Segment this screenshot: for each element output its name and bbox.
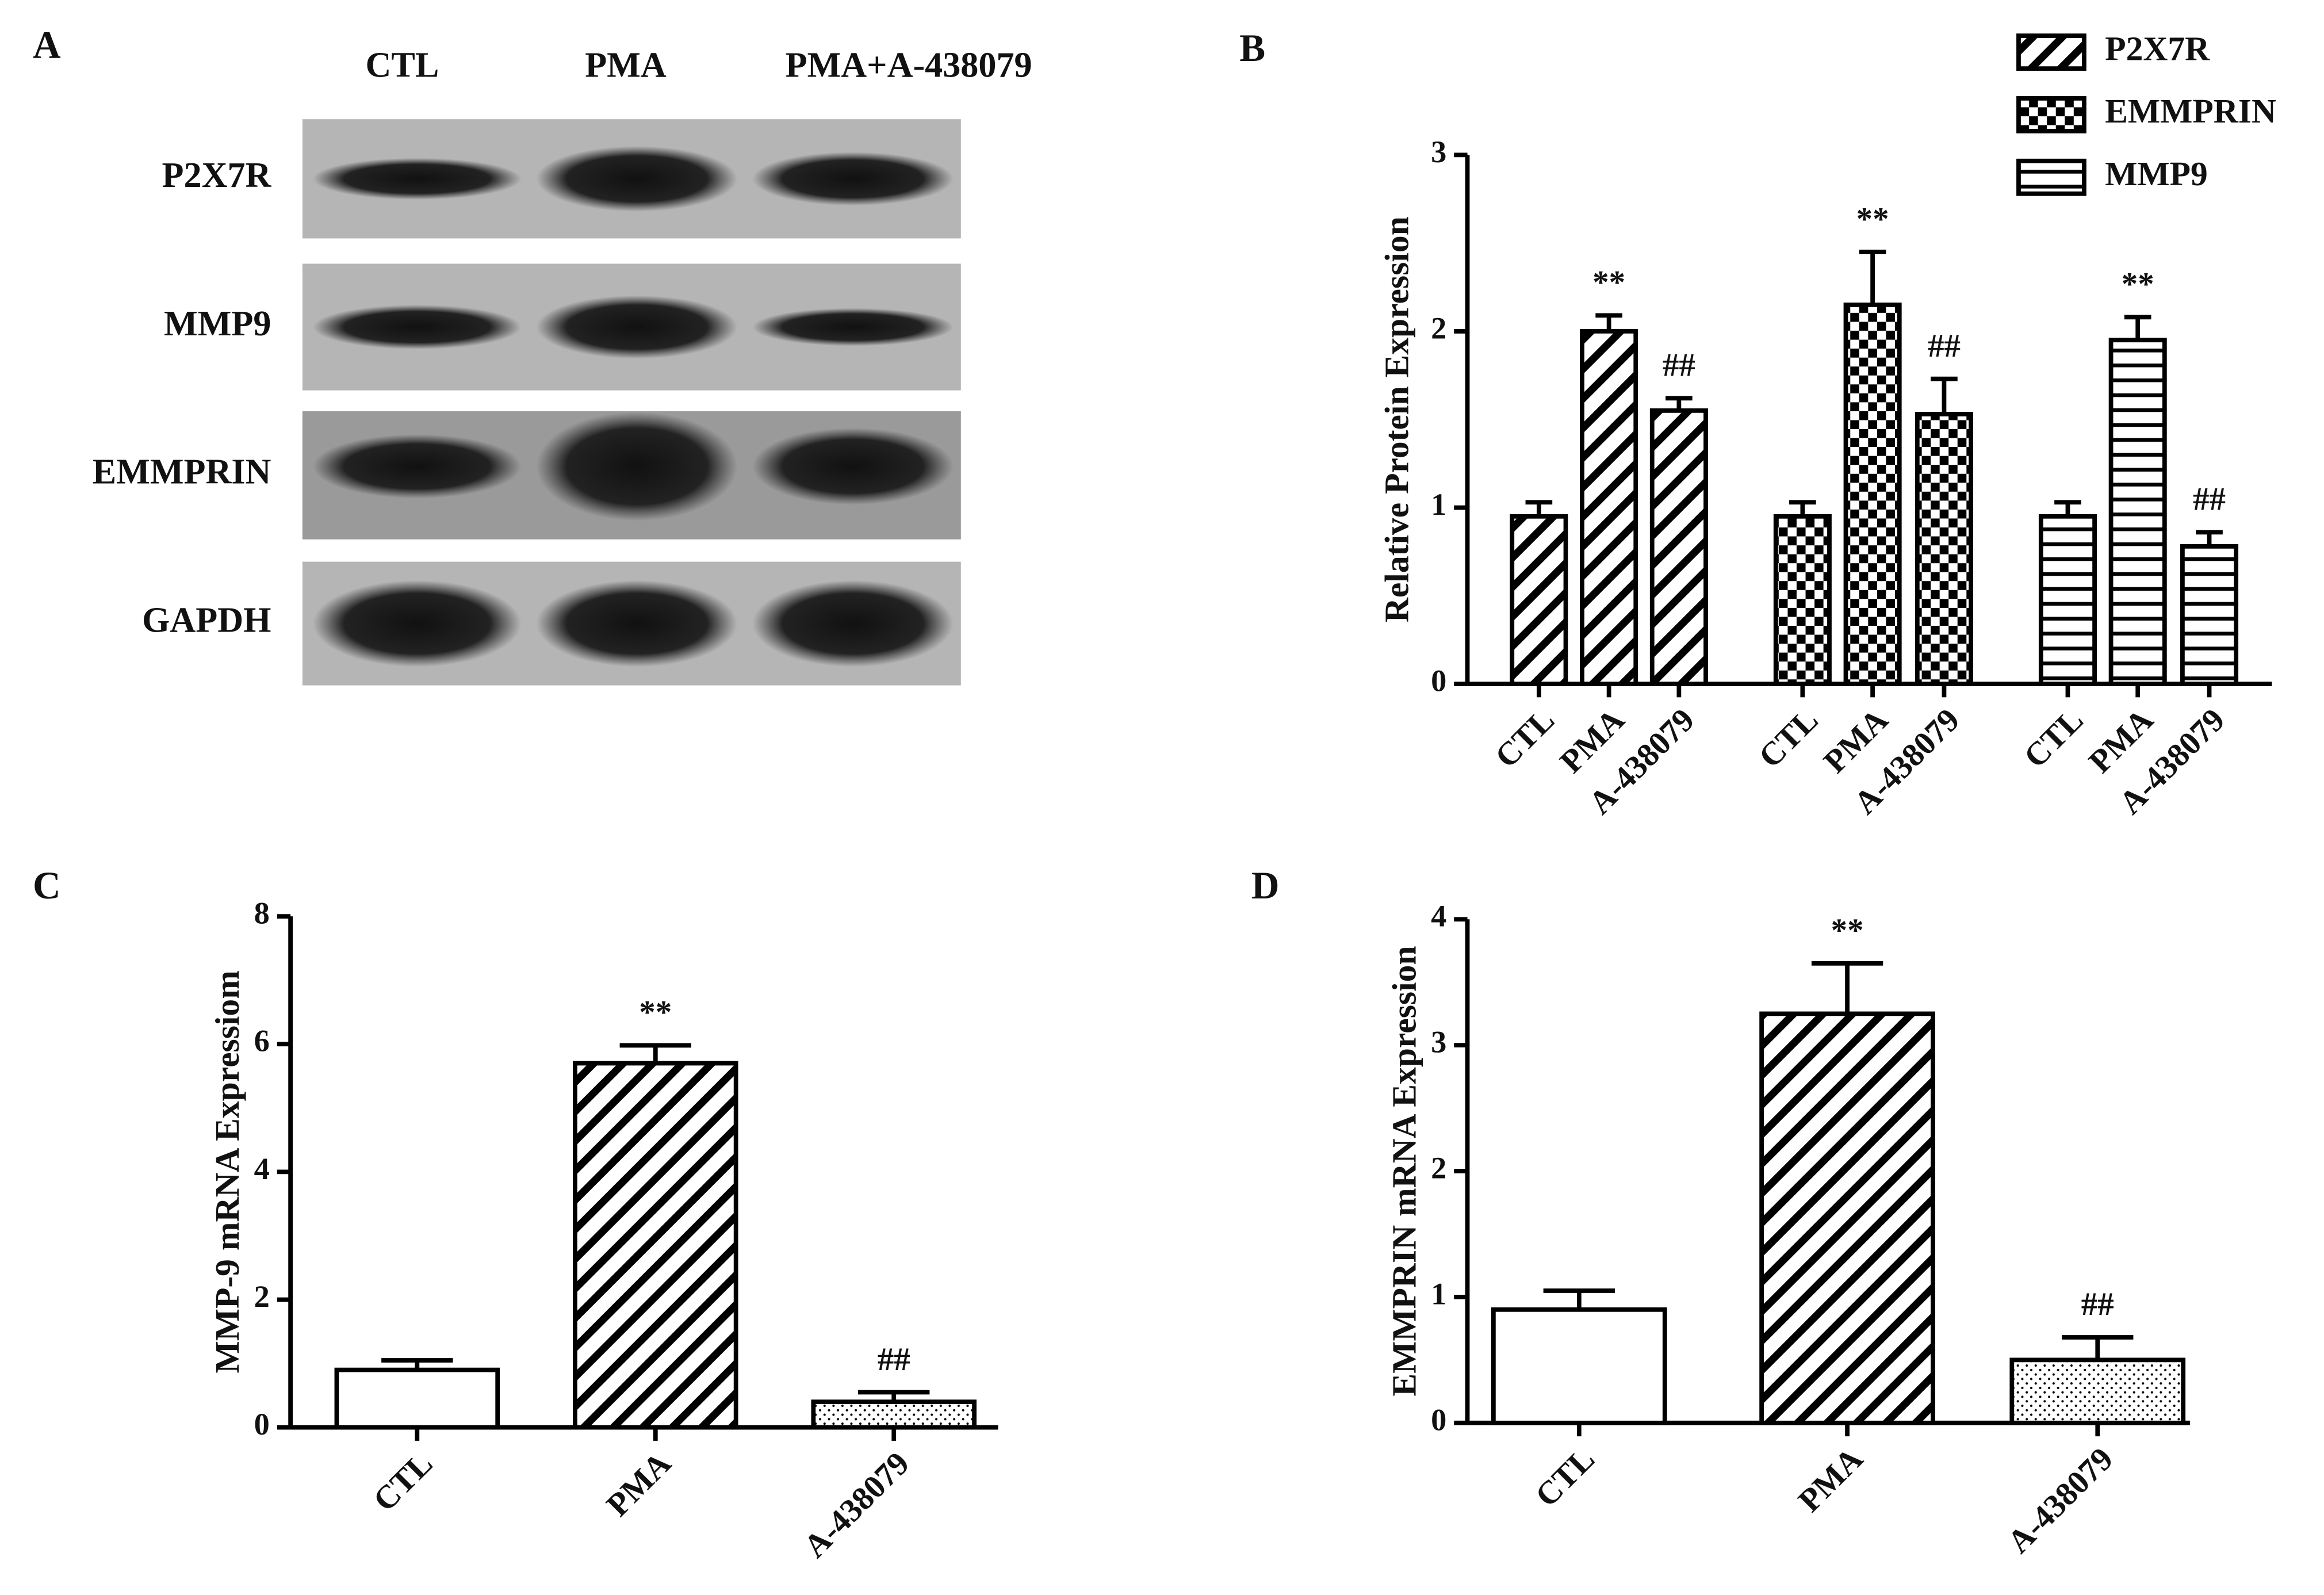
bar	[334, 1367, 500, 1430]
x-tick-label: CTL	[366, 1445, 439, 1518]
x-tick-label: CTL	[1752, 702, 1825, 775]
bar	[573, 1061, 738, 1430]
blot-band	[752, 427, 954, 505]
blot-row-label: EMMPRIN	[93, 453, 271, 492]
legend-swatch	[2016, 33, 2086, 71]
significance-marker: **	[2122, 266, 2154, 303]
y-tick-label: 0	[1431, 663, 1446, 698]
x-tick-label: CTL	[1529, 1441, 1602, 1514]
blot-column-label: PMA	[585, 45, 667, 85]
bar	[1773, 514, 1832, 686]
x-tick-label: CTL	[2017, 702, 2090, 775]
legend-label: EMMPRIN	[2105, 92, 2276, 130]
significance-marker: ##	[878, 1341, 910, 1378]
legend-label: MMP9	[2105, 155, 2208, 193]
blot-column-label: PMA+A-438079	[786, 45, 1032, 85]
x-tick-label: A-438079	[797, 1445, 916, 1565]
panel-label: B	[1239, 26, 1265, 70]
bar	[1491, 1307, 1667, 1425]
y-tick-label: 3	[1431, 1025, 1446, 1059]
bar	[811, 1399, 977, 1430]
panel-label: A	[33, 24, 61, 67]
significance-marker: **	[639, 995, 672, 1031]
blot-band	[752, 152, 954, 206]
y-tick-label: 1	[1431, 1276, 1446, 1311]
y-axis-label: MMP-9 mRNA Expressiom	[208, 970, 246, 1373]
y-tick-label: 2	[254, 1279, 270, 1314]
blot-band	[536, 295, 738, 359]
bar	[2009, 1357, 2186, 1425]
legend-swatch	[2016, 158, 2086, 196]
bar	[1915, 412, 1973, 686]
significance-marker: **	[1856, 201, 1889, 237]
significance-marker: ##	[2193, 481, 2226, 518]
y-tick-label: 2	[1431, 311, 1446, 345]
x-tick-label: CTL	[1488, 702, 1561, 775]
legend-swatch	[2016, 96, 2086, 133]
blot-band	[536, 146, 738, 212]
legend-label: P2X7R	[2105, 29, 2210, 67]
blot-band	[312, 434, 522, 499]
y-axis-label: EMMPRIN mRNA Expression	[1385, 946, 1423, 1396]
bar	[2180, 544, 2239, 686]
y-tick-label: 3	[1431, 135, 1446, 169]
blot-band	[312, 158, 522, 200]
blot-band	[312, 305, 522, 350]
blot-column-label: CTL	[366, 45, 439, 85]
significance-marker: ##	[1928, 328, 1961, 364]
panel-label: C	[33, 864, 61, 907]
bar	[1759, 1011, 1935, 1425]
significance-marker: ##	[2081, 1286, 2114, 1322]
blot-band	[752, 308, 954, 346]
blot-band	[536, 412, 738, 521]
y-tick-label: 8	[254, 896, 270, 931]
y-tick-label: 6	[254, 1024, 270, 1058]
x-tick-label: PMA	[1791, 1441, 1870, 1519]
significance-marker: ##	[1663, 347, 1695, 384]
y-tick-label: 0	[254, 1407, 270, 1441]
x-tick-label: PMA	[600, 1445, 678, 1523]
significance-marker: **	[1592, 265, 1625, 301]
blot-band	[312, 580, 522, 667]
blot-band	[752, 580, 954, 667]
blot-row-label: GAPDH	[142, 600, 271, 640]
significance-marker: **	[1831, 912, 1864, 948]
y-tick-label: 4	[254, 1152, 270, 1186]
bar	[2108, 338, 2167, 686]
bar	[2038, 514, 2097, 686]
blot-row-label: MMP9	[164, 304, 271, 343]
bar	[1580, 329, 1638, 686]
blot-row-label: P2X7R	[162, 156, 272, 195]
y-tick-label: 4	[1431, 899, 1446, 934]
y-tick-label: 0	[1431, 1402, 1446, 1437]
blot-band	[536, 580, 738, 667]
bar	[1843, 303, 1902, 686]
y-tick-label: 1	[1431, 487, 1446, 522]
y-tick-label: 2	[1431, 1151, 1446, 1185]
bar	[1510, 514, 1568, 686]
panel-label: D	[1251, 864, 1280, 907]
x-tick-label: A-438079	[2001, 1441, 2120, 1560]
y-axis-label: Relative Protein Expression	[1378, 216, 1416, 622]
bar	[1649, 408, 1708, 686]
